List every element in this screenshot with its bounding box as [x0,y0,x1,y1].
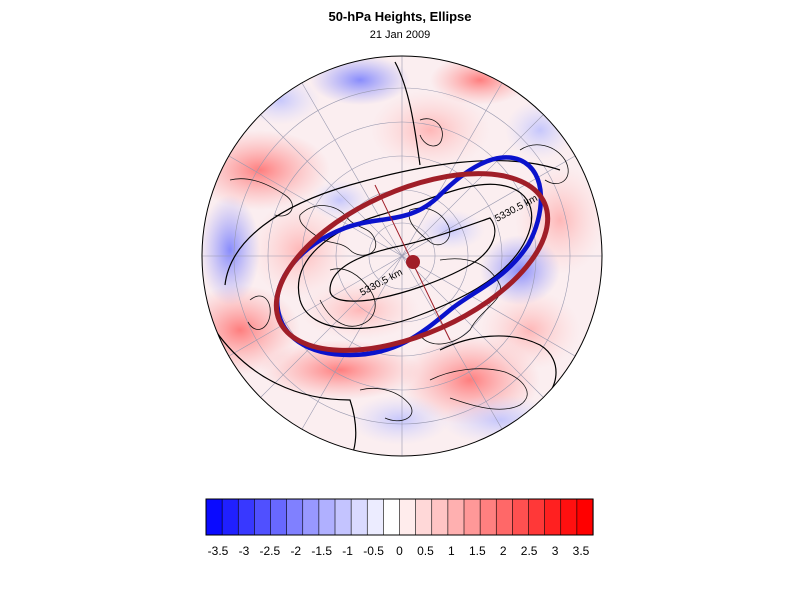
colorbar-swatch [270,498,288,536]
colorbar-swatch [286,498,304,536]
coastlines [229,118,569,422]
colorbar-tick-label: -3.5 [208,544,229,558]
colorbar-swatch [447,498,465,536]
colorbar-swatch [512,498,530,536]
colorbar-swatch [254,498,272,536]
colorbar-tick-label: -2 [290,544,301,558]
colorbar-tick-label: 1 [448,544,455,558]
map-title: 50-hPa Heights, Ellipse [328,9,472,24]
colorbar-tick-label: -1.5 [311,544,332,558]
globe-outline [201,55,603,457]
map-subtitle: 21 Jan 2009 [369,29,431,41]
colorbar-swatch [334,498,352,536]
colorbar-tick-label: -3 [239,544,250,558]
colorbar-swatch [221,498,239,536]
colorbar-swatch [350,498,368,536]
colorbar-swatch [399,498,417,536]
colorbar-swatch [318,498,336,536]
fitted-ellipse [273,171,551,353]
colorbar-swatch [302,498,320,536]
colorbar-swatch [366,498,384,536]
colorbar-swatch [479,498,497,536]
colorbar-tick-label: 1.5 [469,544,486,558]
colorbar-swatch [463,498,481,536]
colorbar-swatch [383,498,401,536]
colorbar-tick-label: 2 [500,544,507,558]
colorbar-tick-label: 2.5 [521,544,538,558]
colorbar-frame [205,498,594,536]
colorbar-tick-label: 3 [552,544,559,558]
colorbar: -3.5 -3 -2.5 -2 -1.5 -1 -0.5 0 0.5 1 1.5 2 2.5 3 3.5 [205,498,594,558]
colorbar-ticks: -3.5 -3 -2.5 -2 -1.5 -1 -0.5 0 0.5 1 1.5 2 2.5 3 3.5 [208,544,590,558]
colorbar-tick-label: -2.5 [260,544,281,558]
colorbar-swatch [237,498,255,536]
colorbar-tick-label: 0 [396,544,403,558]
colorbar-tick-label: -1 [342,544,353,558]
colorbar-swatch [205,498,223,536]
colorbar-swatch [415,498,433,536]
graticule [202,56,602,456]
colorbar-swatch [528,498,546,536]
polar-stereographic-map: 5330.5 km 5330.5 km [201,55,603,457]
colorbar-swatch [576,498,594,536]
colorbar-swatch [495,498,513,536]
height-contours [214,61,561,456]
colorbar-swatch [544,498,562,536]
colorbar-tick-label: 3.5 [573,544,590,558]
colorbar-tick-label: 0.5 [417,544,434,558]
colorbar-swatches [205,498,594,536]
colorbar-tick-label: -0.5 [363,544,384,558]
colorbar-swatch [431,498,449,536]
ellipse-center-marker [406,255,420,269]
colorbar-swatch [560,498,578,536]
